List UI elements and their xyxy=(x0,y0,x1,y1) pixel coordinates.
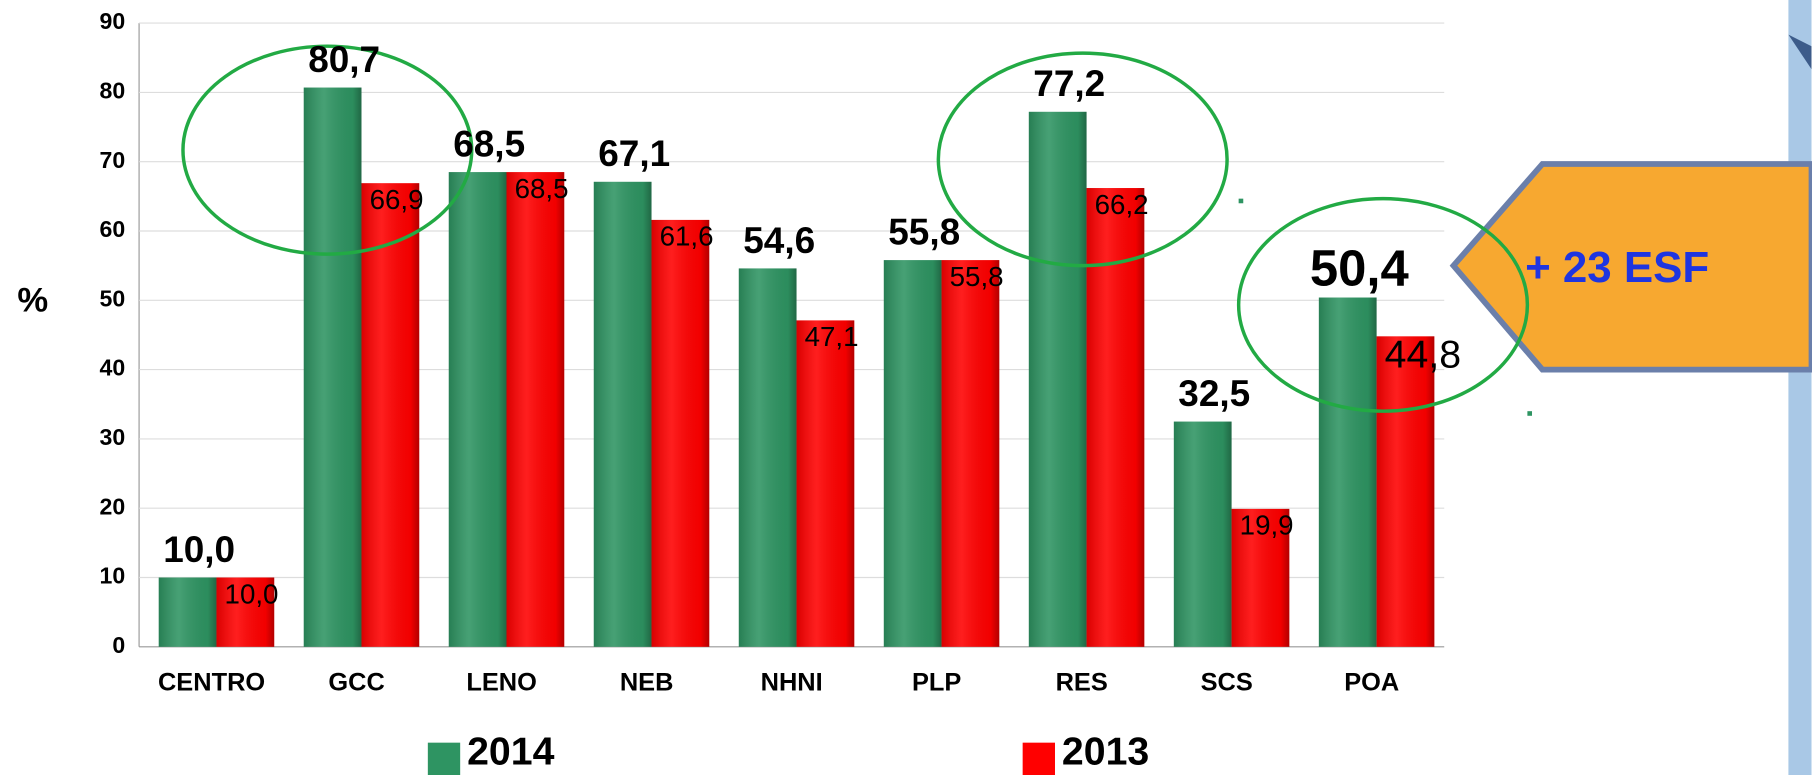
value-label: 77,2 xyxy=(1033,63,1105,104)
value-label: 80,7 xyxy=(308,39,380,80)
x-tick-label: GCC xyxy=(328,668,384,696)
value-label: 47,1 xyxy=(805,321,859,352)
x-tick-label: POA xyxy=(1344,668,1399,696)
bar xyxy=(361,183,420,647)
bar xyxy=(1028,111,1087,647)
legend-swatch xyxy=(1022,742,1055,775)
bars xyxy=(139,22,1445,648)
y-tick-label: 50 xyxy=(100,285,126,311)
side-panel xyxy=(1788,0,1812,775)
annotation: + 23 ESF xyxy=(1525,243,1709,292)
value-label: 19,9 xyxy=(1240,510,1294,541)
bar xyxy=(738,268,797,647)
y-tick-label: 20 xyxy=(100,493,126,519)
y-axis-label: % xyxy=(17,282,48,320)
side-decor xyxy=(1788,34,1812,70)
bar xyxy=(303,87,362,647)
bar xyxy=(448,172,507,647)
value-label: 10,0 xyxy=(163,529,235,570)
y-tick-label: 0 xyxy=(112,632,125,658)
y-tick-label: 60 xyxy=(100,216,126,242)
dot xyxy=(1238,198,1244,204)
y-tick-label: 30 xyxy=(100,424,126,450)
highlight xyxy=(181,44,474,256)
legend-label: 2013 xyxy=(1062,730,1149,774)
value-label: 32,5 xyxy=(1178,373,1250,414)
value-label: 55,8 xyxy=(888,211,960,252)
legend-label: 2014 xyxy=(467,730,554,774)
value-label: 54,6 xyxy=(743,220,815,261)
value-label: 61,6 xyxy=(660,221,714,252)
x-tick-label: RES xyxy=(1056,668,1108,696)
y-tick-label: 70 xyxy=(100,147,126,173)
bar xyxy=(651,219,710,647)
x-tick-label: PLP xyxy=(912,668,961,696)
x-tick-label: NHNI xyxy=(761,668,823,696)
y-tick-label: 40 xyxy=(100,355,126,381)
bar xyxy=(941,260,1000,647)
x-tick-label: LENO xyxy=(466,668,537,696)
highlight xyxy=(1236,196,1530,413)
bar xyxy=(1318,297,1377,647)
value-label: 10,0 xyxy=(225,578,279,609)
bar xyxy=(158,577,217,647)
bar xyxy=(1173,421,1232,647)
value-label: 50,4 xyxy=(1310,240,1409,297)
value-label: 44,8 xyxy=(1385,332,1461,376)
bar xyxy=(883,260,942,647)
value-label: 66,2 xyxy=(1095,189,1149,220)
bar xyxy=(593,181,652,647)
y-tick-label: 80 xyxy=(100,77,126,103)
highlight xyxy=(936,51,1229,268)
x-tick-label: CENTRO xyxy=(158,668,265,696)
bar xyxy=(506,172,565,647)
legend-swatch xyxy=(427,742,461,775)
value-label: 68,5 xyxy=(515,173,569,204)
y-tick-label: 90 xyxy=(100,8,126,34)
value-label: 55,8 xyxy=(950,261,1004,292)
x-tick-label: NEB xyxy=(620,668,674,696)
dot xyxy=(1527,411,1533,416)
value-label: 67,1 xyxy=(598,133,670,174)
x-tick-label: SCS xyxy=(1201,668,1253,696)
value-label: 66,9 xyxy=(370,184,424,215)
y-tick-label: 10 xyxy=(100,563,126,589)
bar xyxy=(1376,336,1435,647)
value-label: 68,5 xyxy=(453,123,525,164)
bar xyxy=(796,320,855,647)
